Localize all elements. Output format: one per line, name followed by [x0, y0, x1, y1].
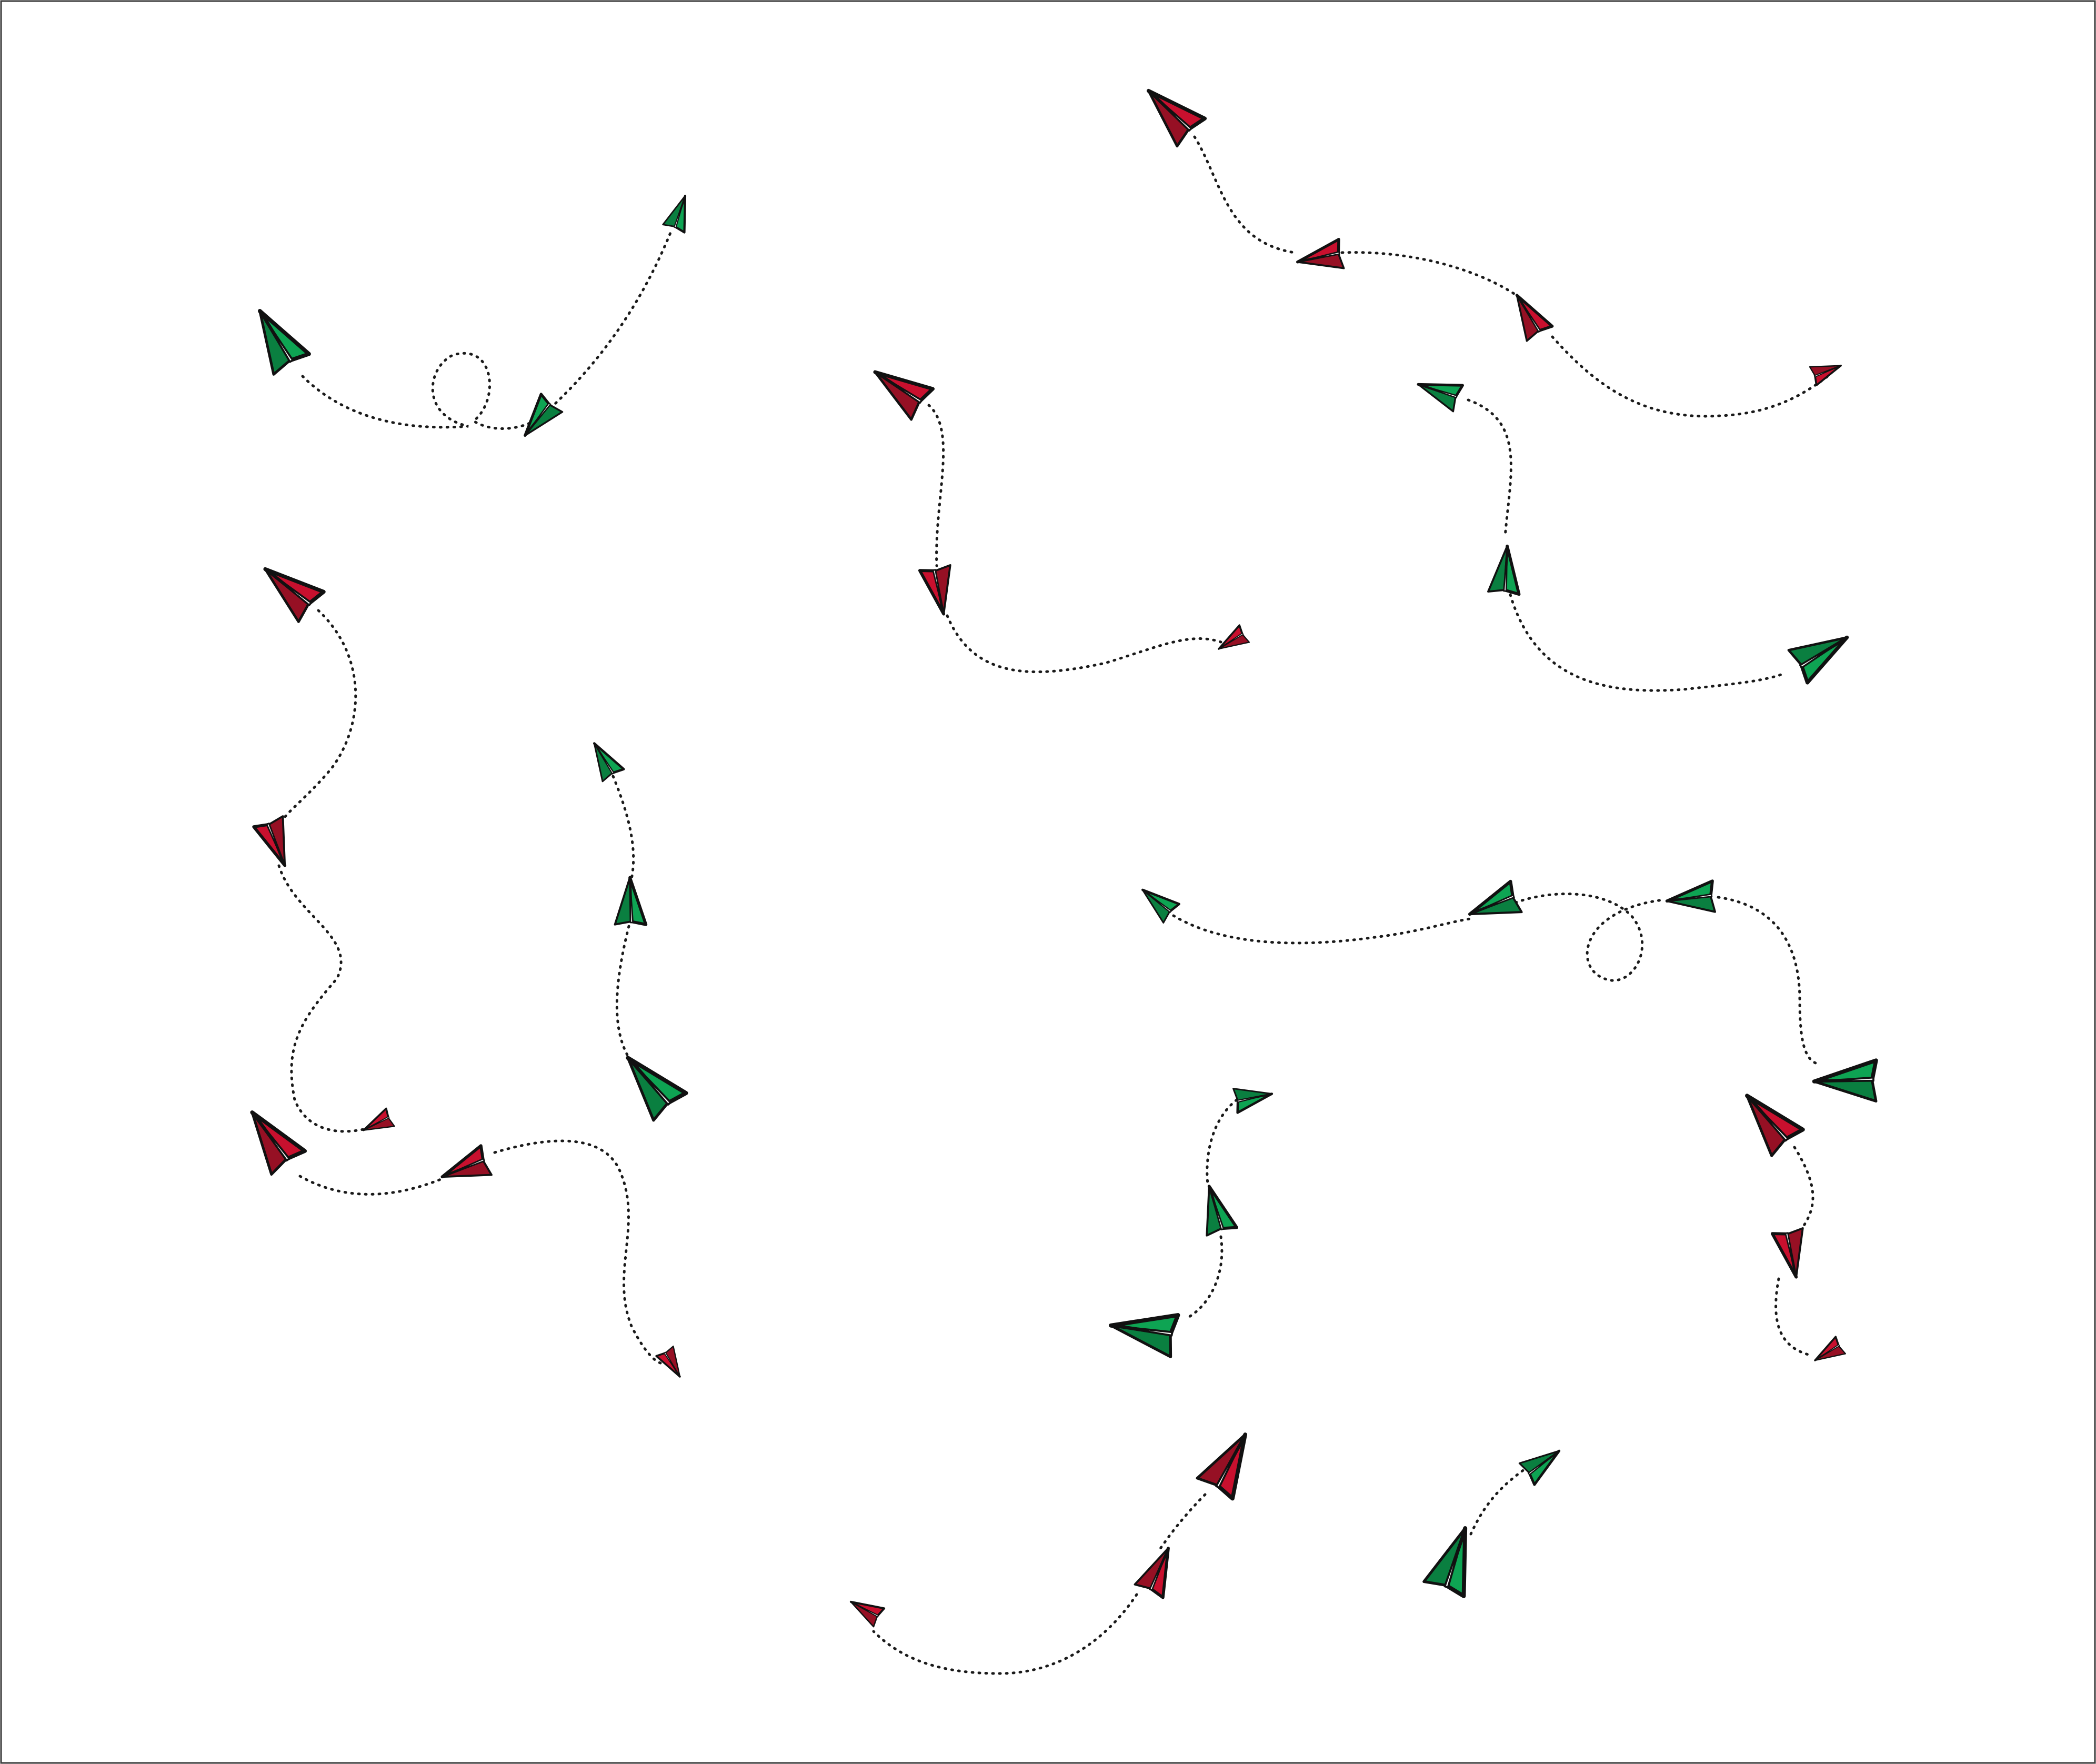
green-middle-loop-group [1135, 880, 1876, 1101]
red-top-right-group [1135, 76, 1846, 418]
flight-trail [1185, 1098, 1238, 1320]
flight-trail [301, 230, 673, 430]
flight-trail [1469, 1467, 1528, 1536]
green-right-group [1413, 371, 1857, 692]
green-vertical-group [584, 737, 686, 1120]
red-bottom-arc-group [845, 1425, 1263, 1675]
red-bottom-left-group [236, 1100, 689, 1383]
flight-trail [1774, 1146, 1814, 1357]
flight-trail [872, 1493, 1207, 1675]
flight-trail [298, 1139, 662, 1365]
flight-trail [1193, 135, 1833, 418]
red-left-long-group [253, 554, 396, 1140]
flight-trail [1172, 893, 1817, 1065]
flight-trail [927, 404, 1222, 674]
flight-trail [277, 609, 367, 1133]
red-right-vertical-group [1732, 1082, 1847, 1370]
green-loop-group [243, 192, 696, 444]
flight-trail [611, 775, 635, 1059]
flight-trail [1467, 398, 1786, 692]
green-small-vertical-group [1107, 1082, 1274, 1357]
green-pair-group [1424, 1440, 1567, 1596]
red-zigzag-group [865, 356, 1250, 674]
